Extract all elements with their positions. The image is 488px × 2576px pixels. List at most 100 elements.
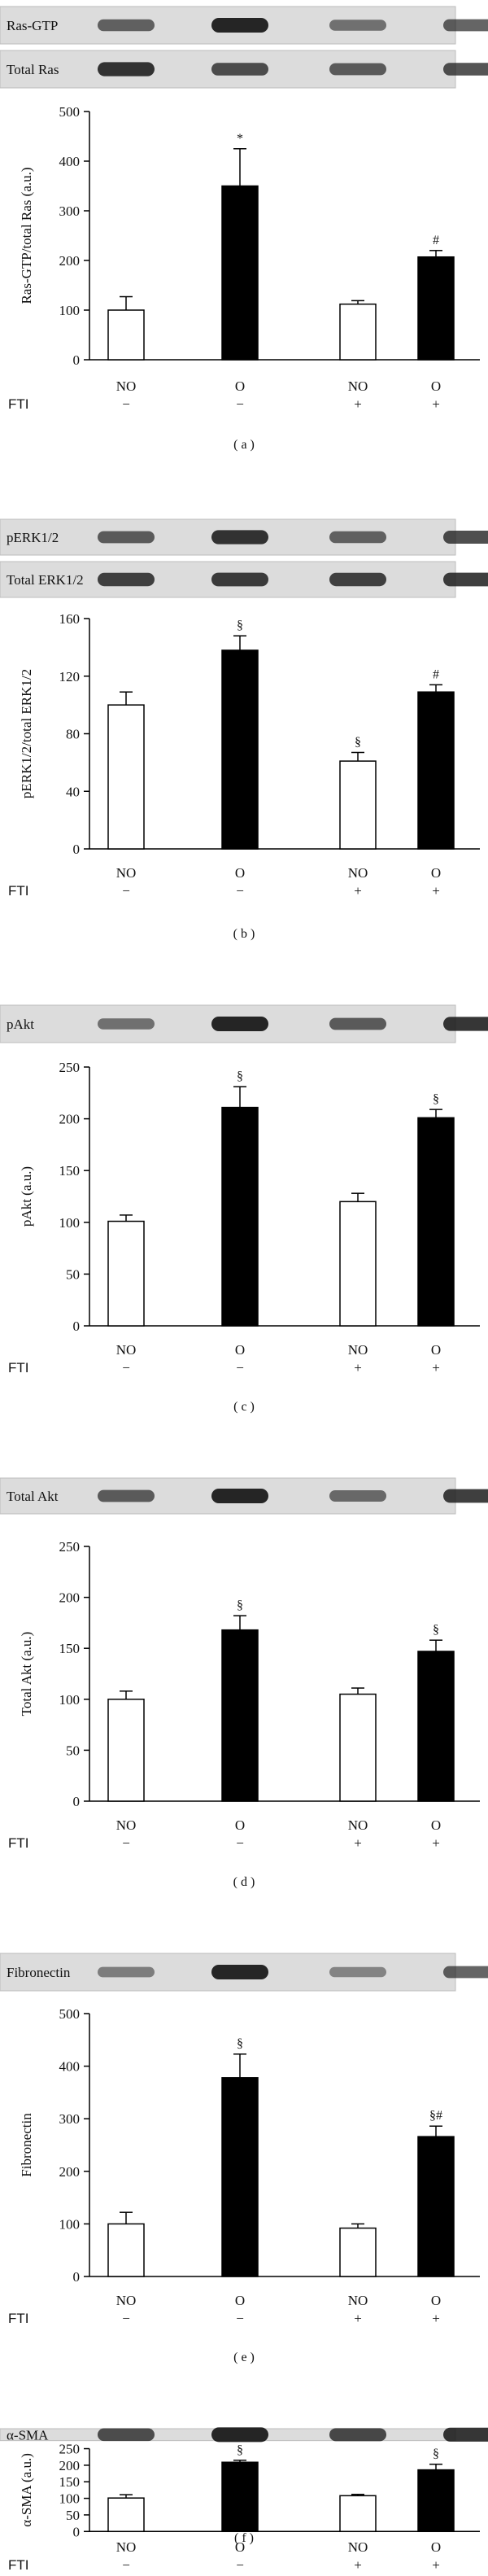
blot-band xyxy=(98,1018,155,1030)
bar xyxy=(417,2136,455,2277)
y-tick-label: 200 xyxy=(59,1590,81,1606)
y-tick-label: 50 xyxy=(66,1266,80,1282)
significance-mark: § xyxy=(237,2443,243,2457)
panel-label: ( e ) xyxy=(233,2351,255,2364)
y-tick-label: 500 xyxy=(59,104,81,120)
group-label: O xyxy=(431,1342,441,1358)
blot-band xyxy=(443,1966,488,1979)
y-tick-label: 300 xyxy=(59,2111,81,2127)
blot-band xyxy=(98,2428,155,2442)
fti-state: + xyxy=(354,1360,362,1375)
y-tick-label: 300 xyxy=(59,203,81,219)
y-tick-label: 80 xyxy=(66,727,80,742)
group-label: O xyxy=(431,2293,441,2308)
group-label: NO xyxy=(116,1342,137,1358)
y-tick-label: 250 xyxy=(59,1539,81,1555)
fti-state: + xyxy=(432,2311,440,2326)
y-tick-label: 100 xyxy=(59,1692,81,1708)
significance-mark: §# xyxy=(429,2109,442,2123)
blot-band xyxy=(329,63,386,76)
blot-band xyxy=(329,2428,386,2442)
bar xyxy=(417,691,455,850)
y-tick-label: 200 xyxy=(59,1112,81,1127)
significance-mark: § xyxy=(433,1623,439,1637)
blot-band xyxy=(329,531,386,544)
bar xyxy=(417,1651,455,1802)
group-label: O xyxy=(431,1817,441,1833)
bar xyxy=(221,649,259,850)
y-tick-label: 100 xyxy=(59,1215,81,1231)
significance-mark: § xyxy=(355,735,361,749)
group-label: O xyxy=(431,865,441,881)
y-tick-label: 50 xyxy=(66,2508,80,2523)
significance-mark: # xyxy=(433,667,439,681)
bar xyxy=(107,2223,145,2277)
fti-state: − xyxy=(236,2311,244,2326)
blot-band xyxy=(329,572,386,587)
fti-state: + xyxy=(432,2557,440,2573)
fti-state: − xyxy=(236,2557,244,2573)
y-axis-label: pAkt (a.u.) xyxy=(19,1166,34,1227)
fti-state: − xyxy=(122,396,130,412)
y-axis-label: pERK1/2/total ERK1/2 xyxy=(19,669,34,798)
y-tick-label: 200 xyxy=(59,2164,81,2180)
bar xyxy=(221,2461,259,2533)
group-label: NO xyxy=(348,865,368,881)
blot-band xyxy=(211,1965,268,1979)
blot-band xyxy=(443,531,488,544)
bar xyxy=(417,2469,455,2533)
bar xyxy=(107,1699,145,1802)
bar xyxy=(417,256,455,361)
y-tick-label: 120 xyxy=(59,669,81,684)
fti-state: − xyxy=(236,1360,244,1375)
blot-band xyxy=(329,1017,386,1030)
bar xyxy=(339,1693,377,1802)
y-tick-label: 250 xyxy=(59,2442,81,2457)
blot-label: Total Ras xyxy=(7,62,59,77)
blot-band xyxy=(98,62,155,77)
significance-mark: § xyxy=(237,1069,243,1083)
significance-mark: § xyxy=(237,1599,243,1612)
y-tick-label: 150 xyxy=(59,2474,81,2490)
y-tick-label: 250 xyxy=(59,1060,81,1075)
bar xyxy=(107,704,145,850)
bar xyxy=(339,760,377,850)
blot-band xyxy=(98,1966,155,1978)
bar xyxy=(107,309,145,361)
fti-state: − xyxy=(122,2557,130,2573)
fti-state: + xyxy=(432,1360,440,1375)
y-tick-label: 150 xyxy=(59,1163,81,1179)
group-label: NO xyxy=(116,865,137,881)
blot-label: pERK1/2 xyxy=(7,530,59,545)
y-tick-label: 150 xyxy=(59,1641,81,1656)
group-label: O xyxy=(235,1817,245,1833)
y-tick-label: 400 xyxy=(59,2059,81,2075)
blot-band xyxy=(211,1489,268,1503)
fti-label: FTI xyxy=(8,1835,29,1851)
bar xyxy=(107,2497,145,2533)
significance-mark: § xyxy=(433,2447,439,2461)
y-tick-label: 50 xyxy=(66,1743,80,1758)
fti-state: − xyxy=(236,396,244,412)
chart-panel-e: Fibronectin 0 100 200 300 400 500 Fibronectin NO… xyxy=(0,1953,488,2364)
blot-band xyxy=(329,1490,386,1502)
fti-state: + xyxy=(354,2311,362,2326)
y-tick-label: 0 xyxy=(73,1794,81,1809)
significance-mark: * xyxy=(237,132,243,146)
bar xyxy=(339,1201,377,1327)
panel-label: ( d ) xyxy=(233,1875,255,1889)
y-tick-label: 100 xyxy=(59,2491,81,2507)
panel-label: ( b ) xyxy=(233,927,255,941)
blot-label: pAkt xyxy=(7,1017,34,1032)
blot-band xyxy=(98,1489,155,1502)
blot-band xyxy=(211,2427,268,2443)
significance-mark: § xyxy=(237,2037,243,2051)
y-axis-label: Fibronectin xyxy=(19,2113,34,2177)
group-label: NO xyxy=(348,2293,368,2308)
group-label: NO xyxy=(348,1342,368,1358)
blot-band xyxy=(211,63,268,76)
blot-band xyxy=(443,1017,488,1031)
chart-panel-a: Ras-GTP Total Ras 0 100 200 300 400 500 Ras-GTP/… xyxy=(0,6,488,452)
panel-label: ( f ) xyxy=(234,2531,254,2545)
